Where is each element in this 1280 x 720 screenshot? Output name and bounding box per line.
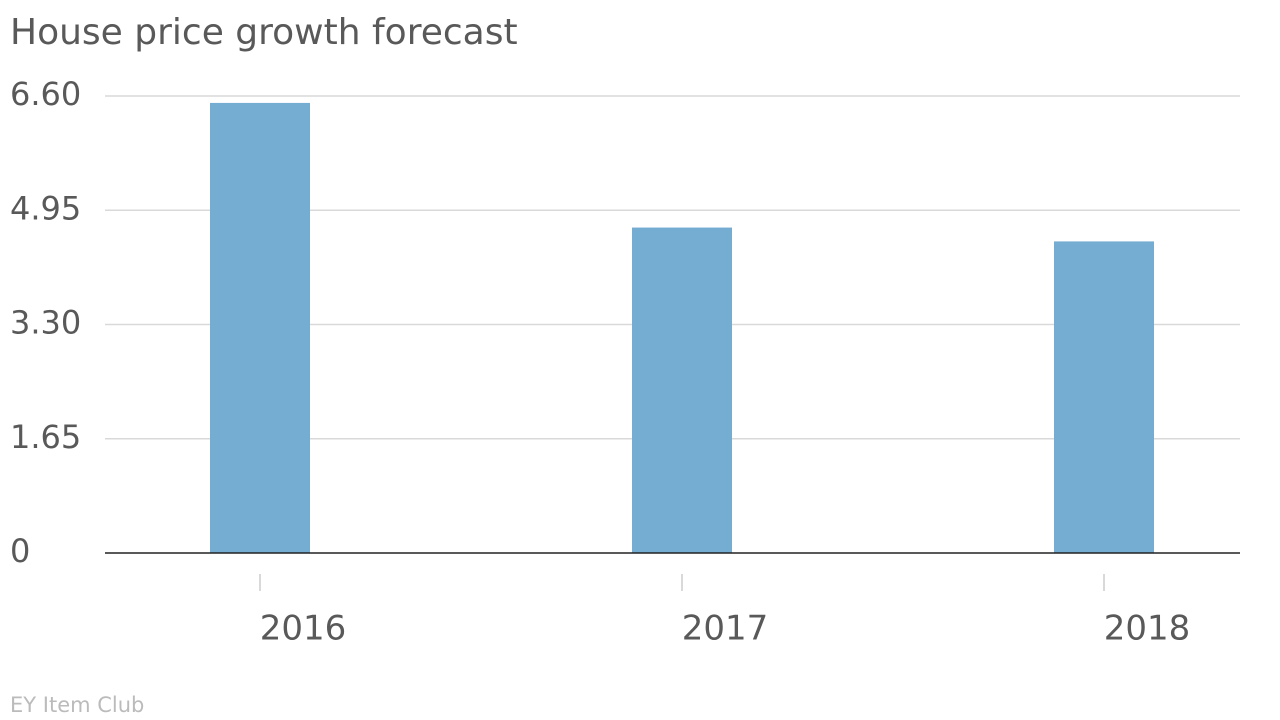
source: EY Item Club (10, 693, 144, 717)
y-tick-label: 1.65 (10, 418, 81, 456)
y-tick-label: 0 (10, 532, 30, 570)
y-tick-label: 4.95 (10, 189, 81, 227)
bar (632, 227, 732, 553)
y-tick-label: 6.60 (10, 75, 81, 113)
y-tick-label: 3.30 (10, 304, 81, 342)
bar (210, 102, 310, 553)
x-tick-label: 2018 (1104, 609, 1191, 649)
x-tick-label: 2017 (682, 609, 769, 649)
x-tick-label: 2016 (260, 609, 347, 649)
chart-title: House price growth forecast (10, 12, 518, 53)
bar (1054, 241, 1154, 553)
